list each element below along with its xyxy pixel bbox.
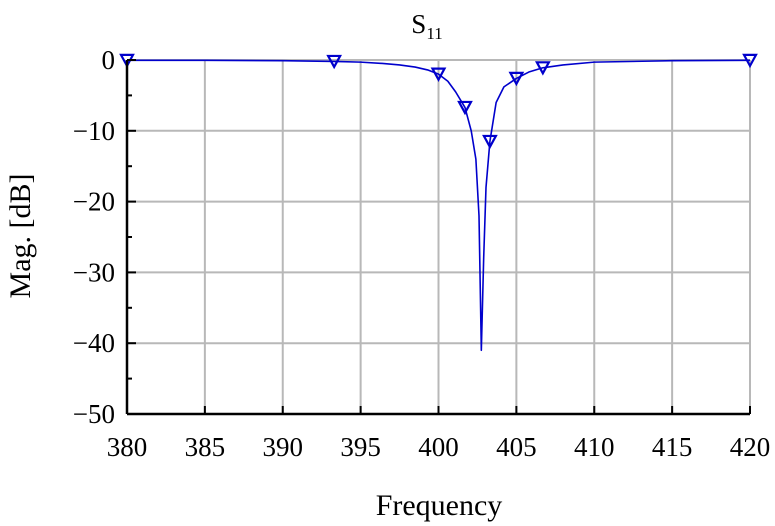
- x-tick-label: 420: [730, 432, 771, 462]
- x-tick-label: 415: [652, 432, 693, 462]
- x-tick-label: 400: [418, 432, 459, 462]
- series-group: [127, 59, 751, 352]
- y-axis-label: Mag. [dB]: [4, 174, 37, 299]
- chart-title-main: S: [411, 9, 426, 39]
- axes: [125, 59, 751, 416]
- y-tick-label: −40: [73, 328, 115, 358]
- y-tick-label: −30: [73, 257, 115, 287]
- x-tick-label: 410: [574, 432, 615, 462]
- y-tick-label: −20: [73, 187, 115, 217]
- chart-title: S11: [411, 9, 442, 43]
- data-point-marker: [482, 134, 498, 150]
- chart-title-subscript: 11: [426, 24, 442, 43]
- x-axis-label: Frequency: [376, 489, 503, 522]
- data-point-marker: [326, 54, 343, 70]
- data-point-marker: [430, 67, 447, 82]
- x-tick-label: 380: [107, 432, 148, 462]
- y-tick-label: −50: [73, 399, 115, 429]
- data-point-marker: [508, 71, 525, 87]
- data-point-marker: [457, 100, 473, 116]
- x-tick-label: 395: [340, 432, 381, 462]
- series-line-0: [127, 59, 751, 352]
- y-tick-label: −10: [73, 116, 115, 146]
- x-tick-label: 385: [185, 432, 226, 462]
- y-tick-label: 0: [102, 45, 116, 75]
- tick-labels: 380 385 390 395 400 405 410 415 420 0 −10 −20 −30 −40…: [73, 45, 770, 462]
- x-tick-label: 405: [496, 432, 537, 462]
- data-point-marker: [534, 61, 551, 76]
- grid: [126, 59, 751, 415]
- data-point-marker: [742, 53, 758, 69]
- x-tick-label: 390: [263, 432, 304, 462]
